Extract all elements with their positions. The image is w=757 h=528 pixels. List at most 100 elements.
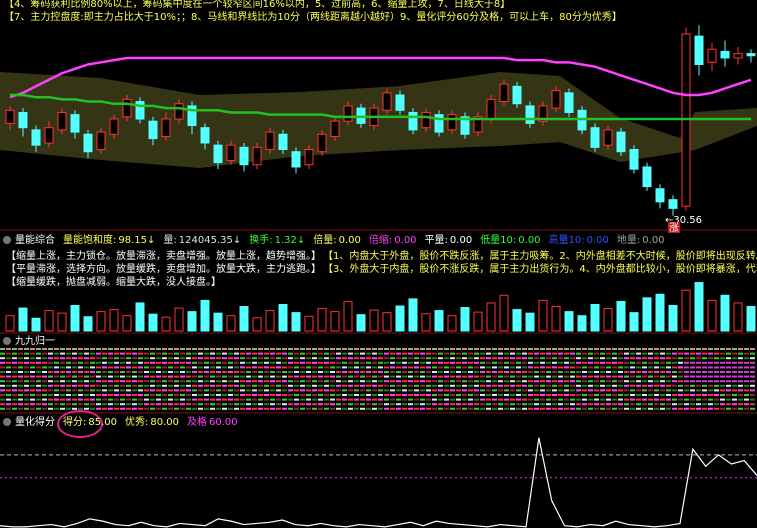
stripe [120,366,125,369]
stripe [468,380,473,383]
note-text: 【缩量上涨，主力锁仓。放量滞涨，卖盘增强。放量上涨，趋势增强。】 [6,249,321,262]
volume-bar [343,300,353,332]
stripe [582,407,587,410]
stripe [528,361,533,364]
stripe [606,407,611,410]
candle-body [174,103,184,120]
stripe [54,407,59,410]
volume-bar [122,315,132,332]
stripe [84,384,89,387]
stripe [432,380,437,383]
stripe [270,407,275,410]
stripe [462,348,467,350]
stripe [306,357,311,360]
stripe [534,394,539,396]
stripe [312,375,317,378]
volume-bar [187,311,197,332]
stripe [174,407,179,410]
stripe [126,380,131,383]
stripe [6,380,11,383]
stripe [180,357,185,360]
stripe [438,384,443,387]
stripe [162,384,167,387]
stripe [384,357,389,360]
stripe [246,380,251,383]
stripe [738,384,743,387]
stripe [492,407,497,410]
stripe [444,407,449,410]
stripe [210,384,215,387]
stripe [546,348,551,350]
candle-body [382,92,392,111]
stripe [564,384,569,387]
stripe [642,403,647,406]
stripe [492,384,497,387]
stripe [366,375,371,378]
panel-icon[interactable] [3,418,11,426]
stripe [42,352,47,355]
stripe [228,348,233,350]
stripe [342,357,347,360]
stripe-panel [0,348,755,410]
stripe [624,375,629,378]
stripe [156,361,161,364]
stripe [576,375,581,378]
stripe [414,366,419,369]
stripe [294,398,299,401]
stripe [714,366,719,369]
panel-icon[interactable] [3,236,11,244]
stripe [246,407,251,410]
stripe [456,398,461,401]
stripe [414,371,419,373]
stripe [576,380,581,383]
stripe [312,352,317,355]
stripe [726,357,731,360]
stripe [312,371,317,373]
stripe [270,348,275,350]
stripe [48,398,53,401]
stripe [276,380,281,383]
stripe [618,403,623,406]
stripe [174,394,179,396]
stripe [618,371,623,373]
stripe [450,366,455,369]
stripe [66,407,71,410]
stripe [54,361,59,364]
stripe [420,375,425,378]
stripe [12,384,17,387]
stripe [12,348,17,350]
stripe [366,394,371,396]
stripe [66,384,71,387]
stripe [198,357,203,360]
stripe [276,398,281,401]
stripe [612,384,617,387]
stripe [228,407,233,410]
stripe [654,389,659,392]
stripe [624,361,629,364]
stripe [402,394,407,396]
stripe [90,375,95,378]
stripe [222,375,227,378]
stripe [456,394,461,396]
panel-icon[interactable] [3,337,11,345]
stripe [540,389,545,392]
stripe [426,380,431,383]
stripe [150,403,155,406]
stripe [120,403,125,406]
stripe [174,384,179,387]
stripe [600,352,605,355]
panel-title: 量能综合 [15,233,55,246]
stripe [360,389,365,392]
stripe [42,403,47,406]
stripe [24,380,29,383]
stripe [714,357,719,360]
stripe [246,371,251,373]
stripe [702,366,707,369]
volume-bar [174,307,184,332]
stripe [474,407,479,410]
stripe [132,403,137,406]
stripe [54,380,59,383]
stripe [378,375,383,378]
stripe [6,394,11,396]
